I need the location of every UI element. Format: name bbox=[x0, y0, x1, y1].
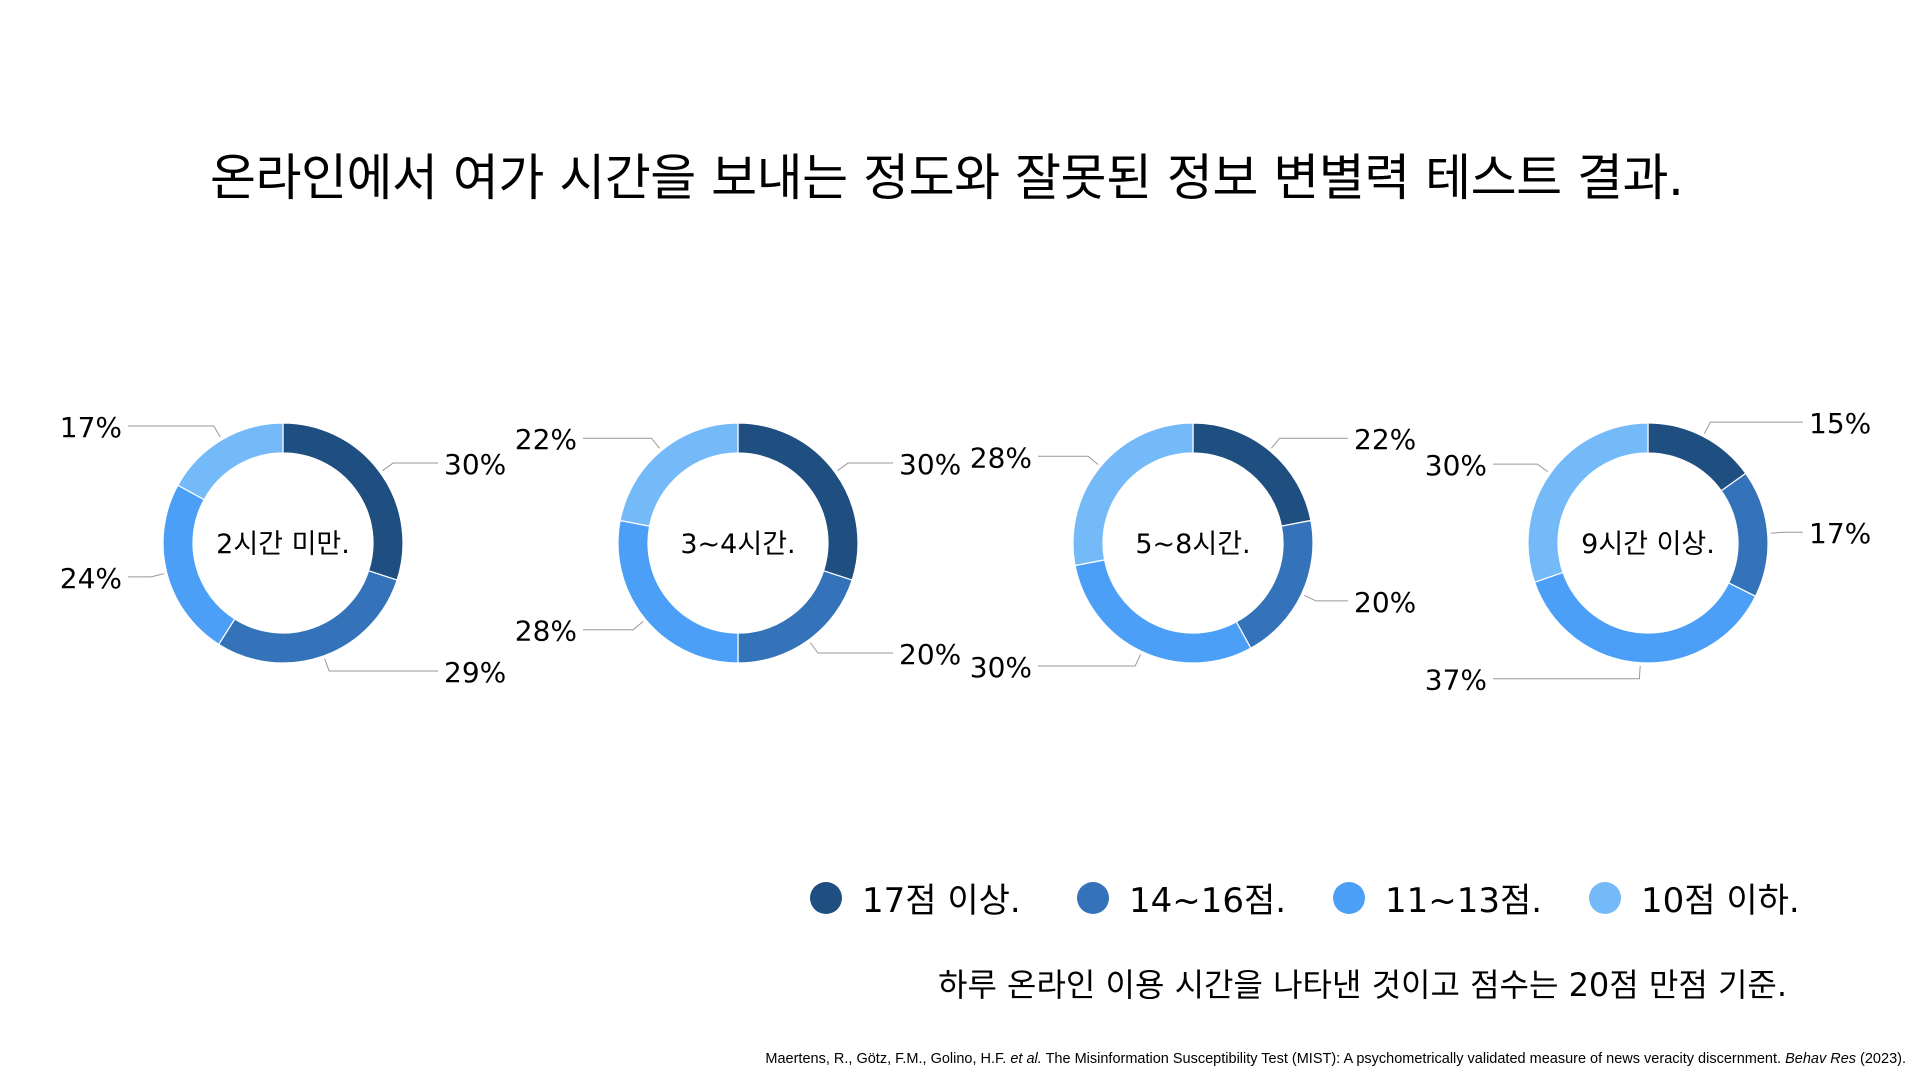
donut-chart: 22% 20% 30% 28% 5~8시간. bbox=[970, 422, 1416, 684]
leader-line bbox=[1038, 654, 1142, 667]
legend-label: 17점 이상. bbox=[862, 881, 1021, 921]
donut-slice bbox=[619, 422, 739, 527]
legend-label: 10점 이하. bbox=[1641, 881, 1800, 921]
donut-chart: 15% 17% 37% 30% 9시간 이상. bbox=[1425, 407, 1871, 697]
value-label: 30% bbox=[1425, 449, 1487, 482]
leader-line bbox=[324, 658, 438, 672]
value-label: 28% bbox=[515, 615, 577, 648]
legend: 17점 이상. 14~16점. 11~13점. 10점 이하. bbox=[0, 873, 1920, 923]
value-label: 24% bbox=[60, 562, 122, 595]
donut-chart: 30% 29% 24% 17% 2시간 미만. bbox=[60, 411, 506, 689]
legend-label: 14~16점. bbox=[1129, 881, 1287, 921]
legend-swatch bbox=[1589, 881, 1621, 914]
donut-slice bbox=[737, 570, 853, 664]
value-label: 22% bbox=[1354, 423, 1416, 456]
leader-line bbox=[1304, 594, 1348, 602]
donut-center-label: 2시간 미만. bbox=[216, 529, 350, 560]
donut-slice bbox=[162, 484, 236, 646]
donut-slice bbox=[217, 570, 398, 664]
value-label: 30% bbox=[899, 448, 961, 481]
citation-etal: et al. bbox=[1010, 1051, 1042, 1067]
value-label: 20% bbox=[1354, 586, 1416, 619]
leader-line bbox=[128, 425, 221, 438]
value-label: 29% bbox=[444, 656, 506, 689]
value-label: 30% bbox=[444, 448, 506, 481]
citation: Maertens, R., Götz, F.M., Golino, H.F. e… bbox=[765, 1051, 1906, 1067]
legend-label: 11~13점. bbox=[1385, 881, 1543, 921]
value-label: 22% bbox=[515, 423, 577, 456]
value-label: 15% bbox=[1809, 407, 1871, 440]
value-label: 17% bbox=[1809, 517, 1871, 550]
legend-item: 17점 이상. bbox=[810, 873, 1021, 922]
donut-slice bbox=[1074, 559, 1252, 664]
citation-year: (2023). bbox=[1856, 1051, 1906, 1067]
value-label: 28% bbox=[970, 441, 1032, 474]
legend-swatch bbox=[810, 881, 842, 914]
donut-slice bbox=[1647, 422, 1747, 492]
legend-item: 14~16점. bbox=[1077, 873, 1286, 922]
leader-line bbox=[1271, 437, 1348, 449]
donut-center-label: 9시간 이상. bbox=[1581, 529, 1715, 560]
donut-slice bbox=[1533, 571, 1757, 664]
leader-line bbox=[583, 437, 660, 449]
value-label: 20% bbox=[899, 638, 961, 671]
citation-authors: Maertens, R., Götz, F.M., Golino, H.F. bbox=[765, 1051, 1011, 1067]
leader-line bbox=[809, 642, 893, 654]
donut-slice bbox=[1527, 422, 1649, 584]
donut-center-label: 3~4시간. bbox=[680, 529, 795, 560]
legend-swatch bbox=[1333, 881, 1365, 914]
leader-line bbox=[583, 621, 644, 631]
footnote: 하루 온라인 이용 시간을 나타낸 것이고 점수는 20점 만점 기준. bbox=[938, 966, 1787, 1004]
citation-journal: Behav Res bbox=[1785, 1051, 1857, 1067]
donut-chart: 30% 20% 28% 22% 3~4시간. bbox=[515, 422, 961, 671]
legend-item: 10점 이하. bbox=[1589, 873, 1800, 922]
leader-line bbox=[837, 462, 893, 472]
donut-slice bbox=[1720, 472, 1769, 598]
value-label: 17% bbox=[60, 411, 122, 444]
donut-slice bbox=[177, 422, 284, 501]
leader-line bbox=[1703, 421, 1803, 434]
value-label: 37% bbox=[1425, 664, 1487, 697]
citation-title: The Misinformation Susceptibility Test (… bbox=[1041, 1051, 1786, 1067]
legend-swatch bbox=[1077, 881, 1109, 914]
legend-item: 11~13점. bbox=[1333, 873, 1542, 922]
chart-title: 온라인에서 여가 시간을 보내는 정도와 잘못된 정보 변별력 테스트 결과. bbox=[210, 149, 1684, 207]
value-label: 30% bbox=[970, 651, 1032, 684]
leader-line bbox=[1770, 531, 1803, 534]
donut-center-label: 5~8시간. bbox=[1135, 529, 1250, 560]
leader-line bbox=[1038, 455, 1099, 465]
leader-line bbox=[1493, 463, 1549, 473]
donut-slice bbox=[1072, 422, 1194, 567]
leader-line bbox=[128, 573, 164, 578]
leader-line bbox=[1493, 665, 1641, 680]
leader-line bbox=[382, 462, 438, 472]
